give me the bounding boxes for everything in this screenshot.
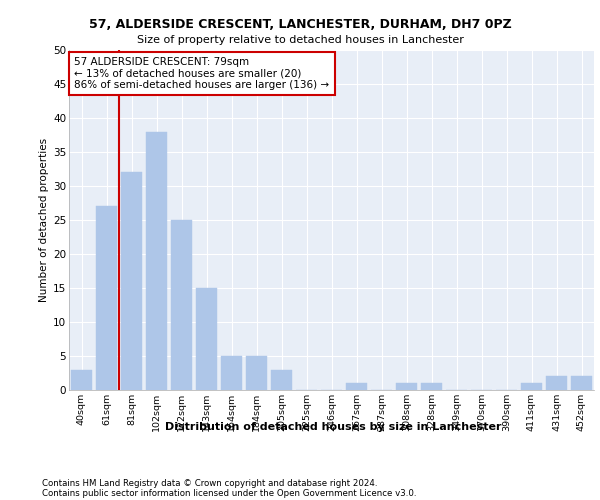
Text: 57, ALDERSIDE CRESCENT, LANCHESTER, DURHAM, DH7 0PZ: 57, ALDERSIDE CRESCENT, LANCHESTER, DURH… [89, 18, 511, 30]
Bar [246, 356, 267, 390]
Bar [521, 383, 542, 390]
Text: Contains HM Land Registry data © Crown copyright and database right 2024.: Contains HM Land Registry data © Crown c… [42, 478, 377, 488]
Bar [71, 370, 92, 390]
Y-axis label: Number of detached properties: Number of detached properties [39, 138, 49, 302]
Bar [571, 376, 592, 390]
Bar [96, 206, 117, 390]
Bar [146, 132, 167, 390]
Bar [546, 376, 567, 390]
Bar [221, 356, 242, 390]
Text: Contains public sector information licensed under the Open Government Licence v3: Contains public sector information licen… [42, 488, 416, 498]
Text: 57 ALDERSIDE CRESCENT: 79sqm
← 13% of detached houses are smaller (20)
86% of se: 57 ALDERSIDE CRESCENT: 79sqm ← 13% of de… [74, 57, 329, 90]
Bar [271, 370, 292, 390]
Text: Distribution of detached houses by size in Lanchester: Distribution of detached houses by size … [165, 422, 501, 432]
Bar [121, 172, 142, 390]
Bar [171, 220, 192, 390]
Bar [396, 383, 417, 390]
Bar [196, 288, 217, 390]
Text: Size of property relative to detached houses in Lanchester: Size of property relative to detached ho… [137, 35, 463, 45]
Bar [421, 383, 442, 390]
Bar [346, 383, 367, 390]
